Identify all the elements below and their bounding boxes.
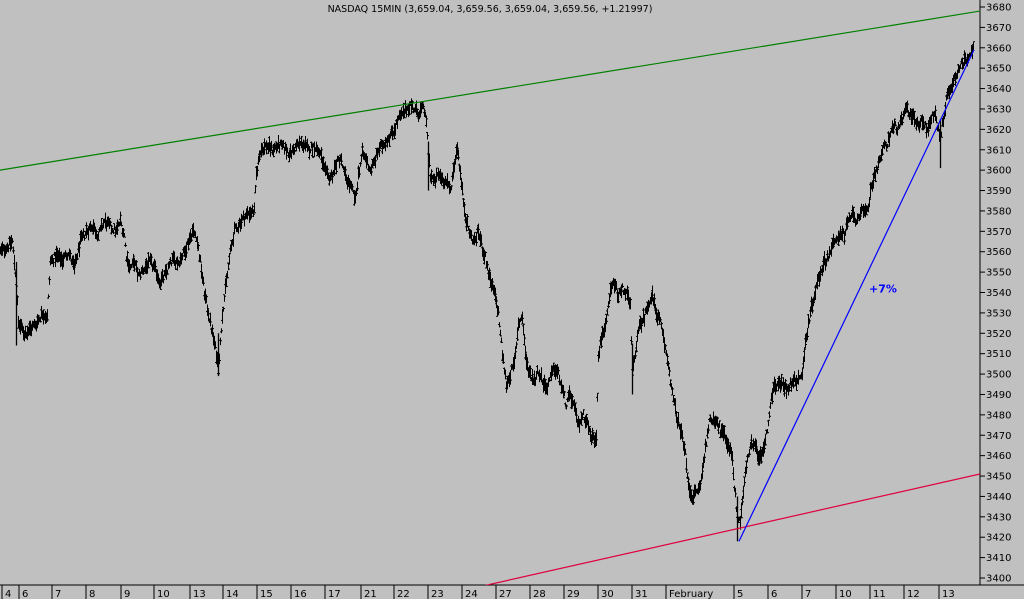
y-tick-label: 3610 — [986, 145, 1011, 156]
plot-area — [0, 10, 980, 585]
x-tick-label: 13 — [193, 589, 206, 599]
y-tick-label: 3560 — [986, 247, 1011, 258]
y-tick-label: 3580 — [986, 206, 1011, 217]
trendline-1 — [484, 473, 980, 585]
y-tick-label: 3540 — [986, 288, 1011, 299]
x-tick-label: 9 — [124, 589, 130, 599]
y-tick-label: 3660 — [986, 43, 1011, 54]
x-tick-label: 13 — [942, 589, 955, 599]
x-tick-label: 31 — [635, 589, 648, 599]
x-tick-label: 5 — [737, 589, 743, 599]
y-tick-label: 3650 — [986, 64, 1011, 75]
x-tick-label: 27 — [499, 589, 512, 599]
annotation-label: +7% — [869, 283, 897, 296]
x-tick-label: 8 — [89, 589, 95, 599]
y-tick-label: 3590 — [986, 186, 1011, 197]
y-tick-label: 3470 — [986, 431, 1011, 442]
price-bars — [0, 41, 975, 542]
x-tick-label: 6 — [22, 589, 28, 599]
x-tick-label: 6 — [771, 589, 777, 599]
y-tick-label: 3570 — [986, 227, 1011, 238]
y-tick-label: 3430 — [986, 512, 1011, 523]
x-tick-label: 21 — [364, 589, 377, 599]
x-tick-label: 4 — [5, 589, 11, 599]
y-tick-label: 3620 — [986, 125, 1011, 136]
x-tick-label: 17 — [328, 589, 341, 599]
x-tick-label: 24 — [465, 589, 478, 599]
trendline-0 — [0, 10, 980, 171]
y-tick-label: 3460 — [986, 451, 1011, 462]
x-tick-label: 10 — [839, 589, 852, 599]
x-tick-label: 12 — [907, 589, 920, 599]
y-tick-label: 3420 — [986, 533, 1011, 544]
y-tick-label: 3530 — [986, 308, 1011, 319]
y-tick-label: 3680 — [986, 3, 1011, 14]
x-tick-label: 7 — [805, 589, 811, 599]
y-tick-label: 3410 — [986, 553, 1011, 564]
y-tick-label: 3400 — [986, 574, 1011, 585]
x-tick-label: 16 — [294, 589, 307, 599]
x-tick-label: 23 — [431, 589, 444, 599]
chart-title: NASDAQ 15MIN (3,659.04, 3,659.56, 3,659.… — [328, 4, 653, 15]
x-tick-label: February — [669, 589, 713, 599]
x-tick-label: 14 — [226, 589, 239, 599]
x-tick-label: 15 — [260, 589, 273, 599]
y-tick-label: 3480 — [986, 410, 1011, 421]
x-tick-label: 30 — [601, 589, 614, 599]
y-tick-label: 3600 — [986, 166, 1011, 177]
x-tick-label: 22 — [397, 589, 410, 599]
y-tick-label: 3520 — [986, 329, 1011, 340]
y-tick-label: 3450 — [986, 472, 1011, 483]
x-tick-label: 11 — [873, 589, 886, 599]
y-tick-label: 3440 — [986, 492, 1011, 503]
y-tick-label: 3500 — [986, 370, 1011, 381]
y-tick-label: 3640 — [986, 84, 1011, 95]
y-tick-label: 3490 — [986, 390, 1011, 401]
x-tick-label: 7 — [55, 589, 61, 599]
x-tick-label: 10 — [157, 589, 170, 599]
y-tick-label: 3510 — [986, 349, 1011, 360]
x-tick-label: 29 — [567, 589, 580, 599]
x-tick-label: 28 — [533, 589, 546, 599]
y-tick-label: 3670 — [986, 23, 1011, 34]
trendline-2 — [738, 49, 975, 542]
y-tick-label: 3550 — [986, 268, 1011, 279]
y-tick-label: 3630 — [986, 104, 1011, 115]
